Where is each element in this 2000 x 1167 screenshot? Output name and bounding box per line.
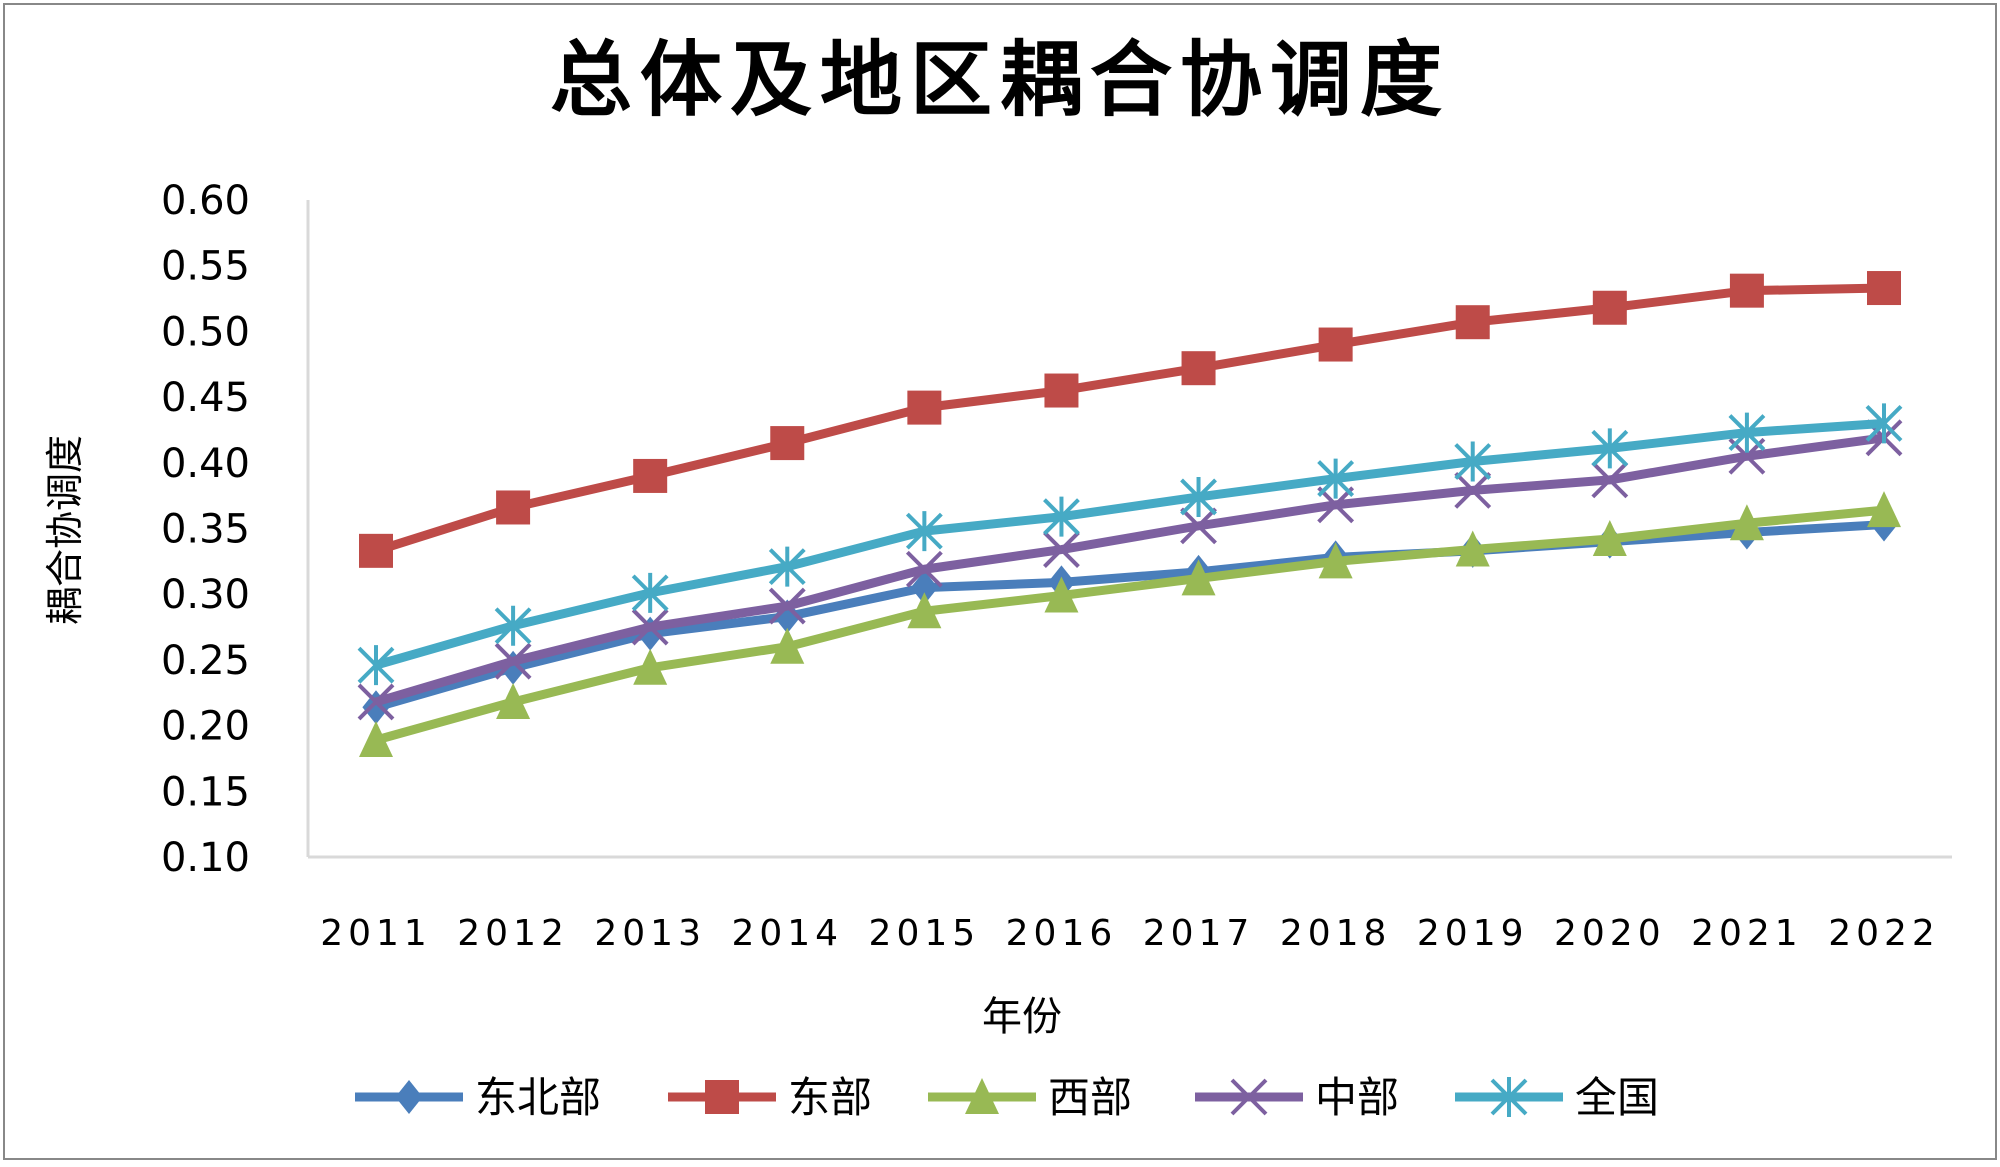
y-tick-label: 0.50 [161,309,250,355]
data-point-star [1865,403,1903,444]
data-point-square [1044,373,1079,408]
data-point-x [494,642,532,680]
data-point-triangle [1592,520,1627,557]
series-triangle [359,491,1901,758]
x-axis-label: 年份 [982,994,1062,1040]
series-star [357,403,1903,686]
data-point-triangle [633,648,668,685]
data-point-triangle [1455,530,1490,567]
chart-title: 总体及地区耦合协调度 [550,33,1450,128]
y-tick-label: 0.60 [161,178,250,224]
data-point-x [357,683,395,721]
data-point-square [496,490,531,525]
legend-label: 中部 [1315,1073,1399,1122]
data-point-x [1043,531,1080,568]
data-point-square [633,458,668,493]
x-tick-label: 2016 [1006,913,1118,954]
y-tick-label: 0.25 [161,638,250,684]
series-line [374,418,1885,670]
y-tick-label: 0.40 [161,441,250,487]
data-point-triangle [907,592,942,629]
data-point-triangle [359,721,393,758]
legend-marker-x [1230,1078,1268,1116]
x-tick-label: 2011 [320,913,432,954]
data-point-x [905,550,943,588]
data-point-star [357,645,395,686]
legend-item: 全国 [1455,1073,1659,1122]
y-tick-label: 0.35 [161,507,250,553]
series-line [374,283,1885,556]
y-tick-label: 0.20 [161,704,250,750]
data-point-star [1454,441,1492,482]
data-point-x [1317,486,1355,524]
data-point-triangle [1044,576,1079,613]
data-point-square [359,533,393,568]
legend-label: 西部 [1048,1073,1132,1122]
y-tick-label: 0.30 [161,572,250,618]
data-point-triangle [1867,491,1901,528]
data-point-x [631,608,669,646]
data-point-star [1591,428,1629,469]
data-point-square [1455,305,1490,340]
data-point-square [1592,290,1627,325]
data-point-x [1591,461,1629,499]
series-line [374,433,1885,707]
legend-marker-triangle [965,1078,999,1114]
y-tick-label: 0.45 [161,375,250,421]
data-point-star [1317,458,1355,499]
data-point-star [768,546,806,587]
y-tick-label: 0.15 [161,769,250,815]
data-point-square [1867,271,1901,306]
data-point-x [1454,471,1492,509]
legend-marker-diamond [395,1080,423,1114]
data-point-triangle [1729,504,1764,541]
x-tick-label: 2014 [731,913,843,954]
legend-item: 中部 [1195,1073,1399,1122]
series-line [374,505,1885,745]
legend-marker-star [1490,1077,1528,1117]
legend-item: 东北部 [355,1073,601,1122]
data-point-x [1180,507,1217,545]
x-tick-label: 2017 [1143,913,1255,954]
data-point-square [1318,327,1353,362]
x-tick-label: 2021 [1691,913,1803,954]
data-point-star [1180,476,1217,517]
data-point-x [768,587,806,625]
y-axis-label: 耦合协调度 [43,435,87,625]
data-point-triangle [1318,542,1353,579]
data-point-star [905,511,943,552]
data-point-triangle [496,682,531,719]
x-tick-label: 2012 [457,913,569,954]
legend-item: 东部 [668,1073,872,1122]
data-point-square [770,426,805,461]
x-tick-label: 2022 [1828,913,1940,954]
data-point-square [907,390,942,425]
y-tick-label: 0.10 [161,835,250,881]
legend-label: 全国 [1575,1073,1659,1122]
data-point-star [1043,496,1080,537]
data-point-square [1729,273,1764,308]
data-point-star [494,605,532,646]
data-point-triangle [770,627,805,664]
legend-item: 西部 [928,1073,1132,1122]
x-tick-label: 2019 [1417,913,1529,954]
y-tick-label: 0.55 [161,244,250,290]
legend-label: 东北部 [475,1073,601,1122]
x-tick-label: 2020 [1554,913,1666,954]
series-square [359,271,1901,568]
data-point-triangle [1181,559,1216,596]
data-point-star [1728,412,1766,453]
x-tick-label: 2018 [1280,913,1392,954]
legend-marker-square [705,1080,739,1114]
x-tick-label: 2015 [869,913,981,954]
x-tick-label: 2013 [594,913,706,954]
legend-label: 东部 [788,1073,872,1122]
data-point-square [1181,351,1216,386]
data-point-diamond [910,570,938,605]
data-point-star [631,572,669,613]
